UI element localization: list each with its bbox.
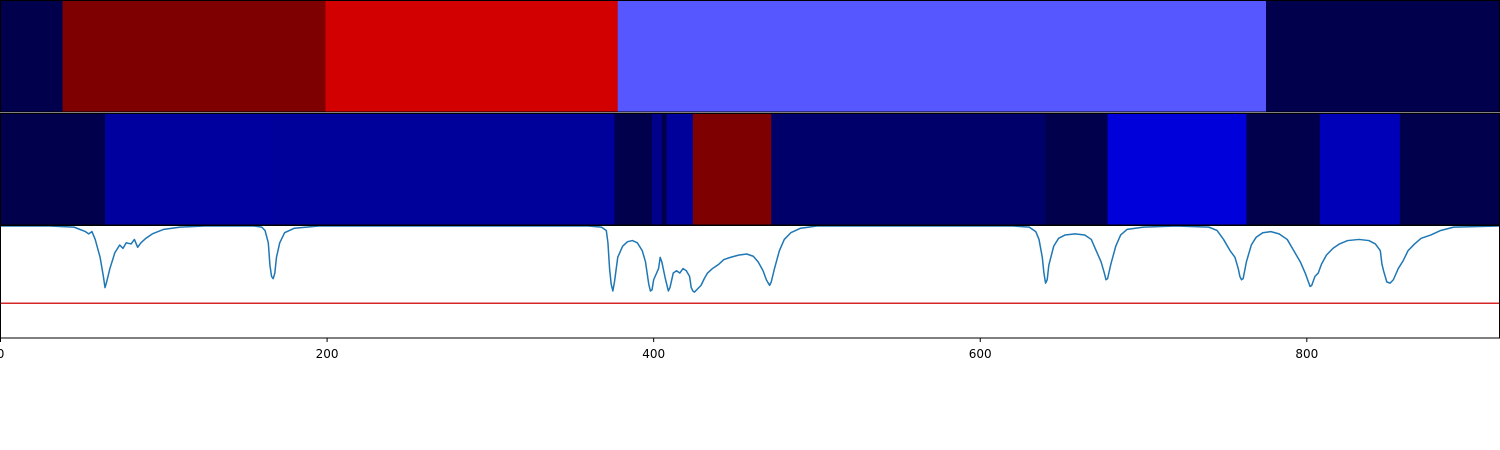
track-1-segment-3	[325, 1, 619, 112]
heatmap-track-2	[0, 114, 1500, 225]
x-tick-label-600: 600	[969, 347, 992, 361]
track-2-segment-1	[0, 114, 106, 225]
track-2-segment-2	[105, 114, 274, 225]
track-2-segment-5	[652, 114, 663, 225]
track-2-segment-11	[1107, 114, 1248, 225]
track-2-segment-8	[692, 114, 772, 225]
track-2-segment-4	[614, 114, 653, 225]
x-tick-label-800: 800	[1295, 347, 1318, 361]
track-1-segment-5	[1265, 1, 1500, 112]
track-2-segment-9	[771, 114, 1047, 225]
track-1-segment-1	[0, 1, 64, 112]
track-2-segment-7	[666, 114, 694, 225]
track-2-segment-3	[273, 114, 616, 225]
track-1-segment-4	[617, 1, 1267, 112]
x-tick-label-200: 200	[316, 347, 339, 361]
track-2-segment-6	[661, 114, 668, 225]
track-2-segment-10	[1045, 114, 1109, 225]
track-2-segment-14	[1399, 114, 1500, 225]
heatmap-track-1	[0, 1, 1500, 112]
x-axis: 0 200 400 600 800	[0, 338, 1318, 361]
track-2-segment-13	[1319, 114, 1401, 225]
line-series-1	[0, 225, 1500, 293]
x-tick-label-400: 400	[642, 347, 665, 361]
line-plot-panel	[0, 225, 1500, 305]
track-1-segment-2	[62, 1, 327, 112]
x-tick-label-0: 0	[0, 347, 4, 361]
track-2-segment-12	[1246, 114, 1321, 225]
